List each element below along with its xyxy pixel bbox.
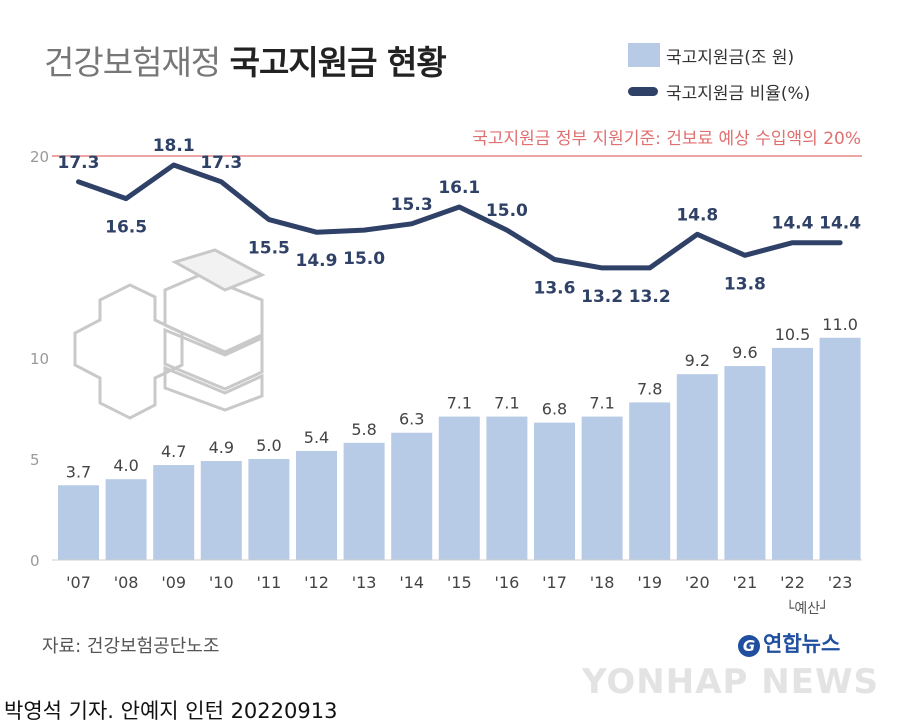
bar	[534, 422, 575, 560]
ratio-line	[76, 162, 843, 271]
bar-value-label: 6.3	[399, 410, 424, 429]
bar	[105, 479, 147, 560]
bar-value-label: 4.9	[209, 438, 234, 457]
bar-value-label: 9.6	[732, 343, 757, 362]
x-tick-label: '19	[637, 573, 662, 592]
bar	[343, 442, 385, 560]
x-tick-label: '16	[495, 573, 520, 592]
line-value-label: 16.5	[105, 218, 147, 238]
reference-line-label: 국고지원금 정부 지원기준: 건보료 예상 수입액의 20%	[472, 129, 861, 149]
budget-note: └예산┘	[786, 601, 829, 617]
building-block-2	[163, 327, 264, 391]
bar-value-label: 3.7	[66, 462, 91, 481]
x-tick-label: '22	[780, 573, 805, 592]
roof-shape	[171, 248, 266, 292]
x-tick-label: '09	[161, 573, 186, 592]
bar	[581, 416, 623, 560]
line-value-label: 16.1	[438, 178, 480, 198]
bar-value-label: 4.7	[161, 442, 186, 461]
bar	[486, 416, 528, 560]
line-value-label: 15.5	[248, 239, 290, 259]
line-value-label: 15.0	[343, 249, 385, 269]
bar	[819, 337, 861, 560]
bar-value-label: 7.8	[637, 379, 662, 398]
line-value-label: 13.2	[581, 287, 623, 307]
bar	[629, 402, 671, 560]
line-value-label: 13.6	[534, 279, 576, 299]
yonhap-logo: G 연합뉴스	[738, 628, 840, 658]
legend-item-line: 국고지원금 비율(%)	[628, 78, 810, 104]
x-tick-label: '18	[590, 573, 615, 592]
line-value-label: 14.4	[772, 214, 814, 234]
bar-value-label: 10.5	[775, 325, 811, 344]
y-tick-label: 0	[30, 552, 40, 570]
cross-shape	[73, 283, 184, 420]
legend-line-swatch	[628, 86, 658, 96]
line-value-label: 15.0	[486, 201, 528, 221]
bar-value-label: 9.2	[685, 351, 710, 370]
title-bold: 국고지원금 현황	[229, 43, 447, 82]
line-value-label: 18.1	[153, 136, 195, 156]
bar	[438, 416, 480, 560]
x-tick-label: '15	[447, 573, 472, 592]
x-tick-label: '17	[542, 573, 567, 592]
line-value-label: 14.9	[296, 251, 338, 271]
bar-value-label: 7.1	[494, 394, 519, 413]
y-tick-label: 5	[30, 451, 40, 469]
x-tick-label: '21	[733, 573, 758, 592]
source-note: 자료: 건강보험공단노조	[42, 636, 220, 657]
bar-value-label: 5.8	[351, 420, 376, 439]
x-tick-label: '13	[352, 573, 377, 592]
bar	[58, 485, 99, 560]
bar	[153, 465, 195, 560]
hospital-building-illustration	[73, 248, 266, 420]
line-value-label: 15.3	[391, 195, 433, 215]
x-tick-label: '14	[399, 573, 424, 592]
legend-line-label: 국고지원금 비율(%)	[666, 83, 811, 104]
x-tick-label: '20	[685, 573, 710, 592]
chart-title: 건강보험재정 국고지원금 현황	[44, 36, 447, 84]
x-tick-label: '11	[257, 573, 282, 592]
building-block-3	[163, 365, 264, 412]
x-tick-label: '12	[304, 573, 329, 592]
bar-value-label: 7.1	[589, 394, 614, 413]
byline: 박영석 기자. 안예지 인턴 20220913	[0, 694, 903, 728]
x-tick-label: '23	[828, 573, 853, 592]
bar	[248, 459, 290, 560]
line-value-label: 17.3	[200, 153, 242, 173]
title-light: 건강보험재정	[44, 43, 221, 82]
line-value-label: 13.8	[724, 274, 766, 294]
bar	[200, 461, 242, 560]
bar	[724, 366, 766, 560]
y-tick-label: 20	[30, 148, 49, 166]
x-tick-label: '10	[209, 573, 234, 592]
line-value-label: 17.3	[58, 153, 100, 173]
line-value-label: 13.2	[629, 287, 671, 307]
logo-text: 연합뉴스	[763, 632, 841, 656]
line-value-label: 14.8	[676, 205, 718, 225]
bar-value-label: 7.1	[447, 394, 472, 413]
bar	[676, 374, 718, 560]
bar-value-label: 5.0	[256, 436, 281, 455]
legend-bar-swatch	[628, 43, 660, 67]
x-tick-label: '08	[114, 573, 139, 592]
legend-item-bar: 국고지원금(조 원)	[628, 42, 810, 68]
bar	[772, 347, 813, 560]
bar	[296, 450, 337, 560]
building-block-1	[163, 273, 264, 354]
bar	[391, 432, 433, 560]
bar-value-label: 6.8	[542, 400, 567, 419]
legend: 국고지원금(조 원) 국고지원금 비율(%)	[628, 42, 810, 114]
bar-value-label: 4.0	[113, 456, 138, 475]
line-value-label: 14.4	[819, 214, 861, 234]
x-tick-label: '07	[66, 573, 91, 592]
legend-bar-label: 국고지원금(조 원)	[666, 47, 795, 68]
y-tick-label: 10	[30, 350, 49, 368]
yonhap-logo-icon: G	[738, 635, 760, 657]
bar-value-label: 5.4	[304, 428, 329, 447]
bar-value-label: 11.0	[822, 315, 858, 334]
